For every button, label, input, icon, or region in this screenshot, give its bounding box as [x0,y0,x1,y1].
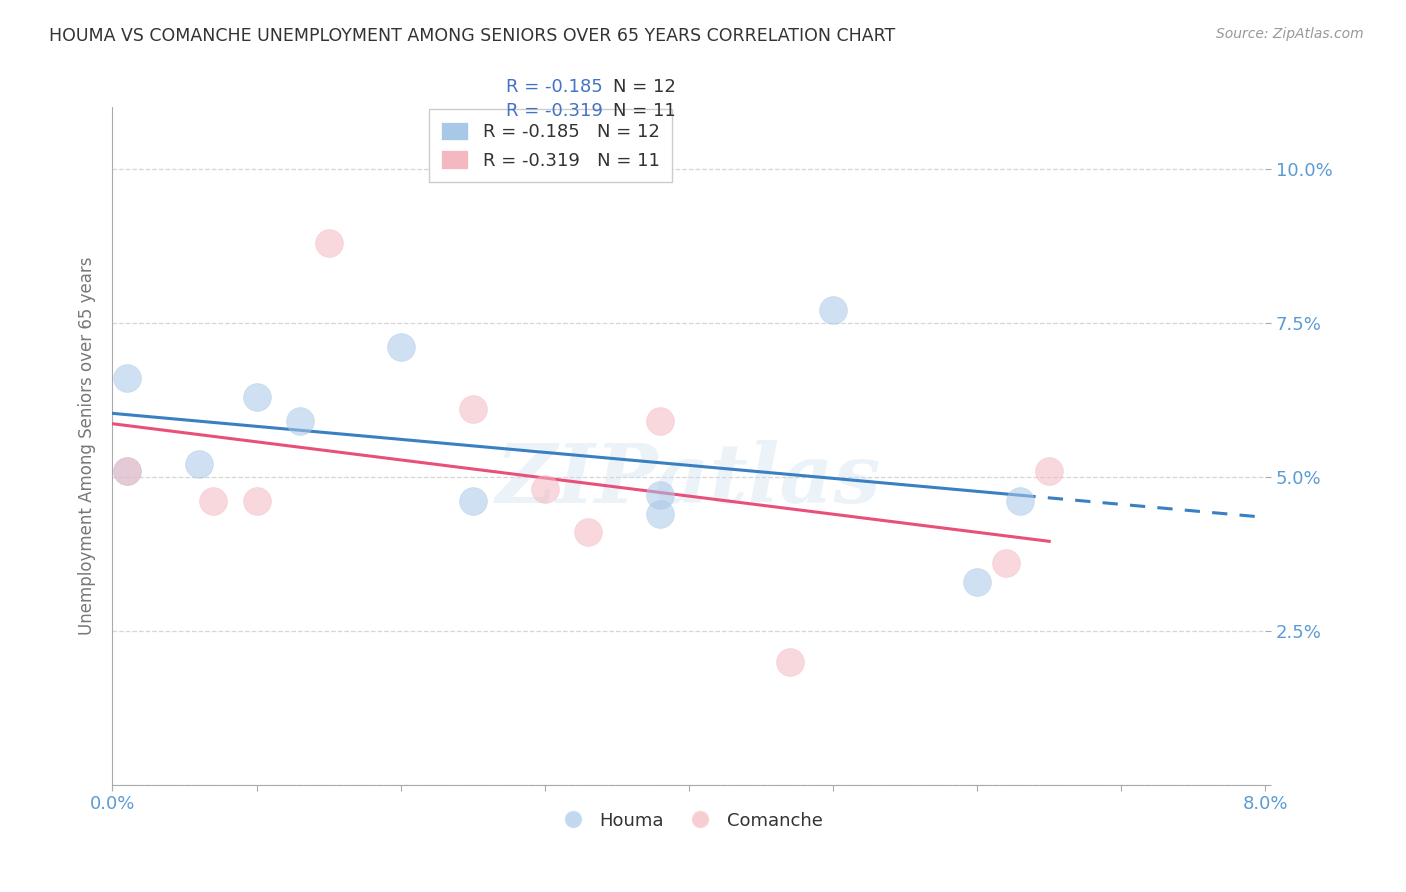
Text: R = -0.185: R = -0.185 [506,78,603,95]
Point [246,390,269,404]
Point [1038,464,1060,478]
Text: HOUMA VS COMANCHE UNEMPLOYMENT AMONG SENIORS OVER 65 YEARS CORRELATION CHART: HOUMA VS COMANCHE UNEMPLOYMENT AMONG SEN… [49,27,896,45]
Point [461,494,484,508]
Point [779,655,801,669]
Text: ZIPatlas: ZIPatlas [496,440,882,520]
Y-axis label: Unemployment Among Seniors over 65 years: Unemployment Among Seniors over 65 years [77,257,96,635]
Point [115,464,138,478]
Point [202,494,225,508]
Point [188,458,211,472]
Point [533,482,555,496]
Point [648,488,672,502]
Point [389,340,412,354]
Point [966,574,988,589]
Point [318,235,340,250]
Point [246,494,269,508]
Text: N = 11: N = 11 [613,102,676,120]
Legend: Houma, Comanche: Houma, Comanche [547,805,831,837]
Point [115,464,138,478]
Text: Source: ZipAtlas.com: Source: ZipAtlas.com [1216,27,1364,41]
Point [995,556,1018,570]
Point [648,507,672,521]
Point [1010,494,1032,508]
Point [576,525,599,540]
Point [648,414,672,428]
Point [115,371,138,385]
Text: N = 12: N = 12 [613,78,676,95]
Point [821,303,844,318]
Point [288,414,311,428]
Point [461,402,484,417]
Text: R = -0.319: R = -0.319 [506,102,603,120]
